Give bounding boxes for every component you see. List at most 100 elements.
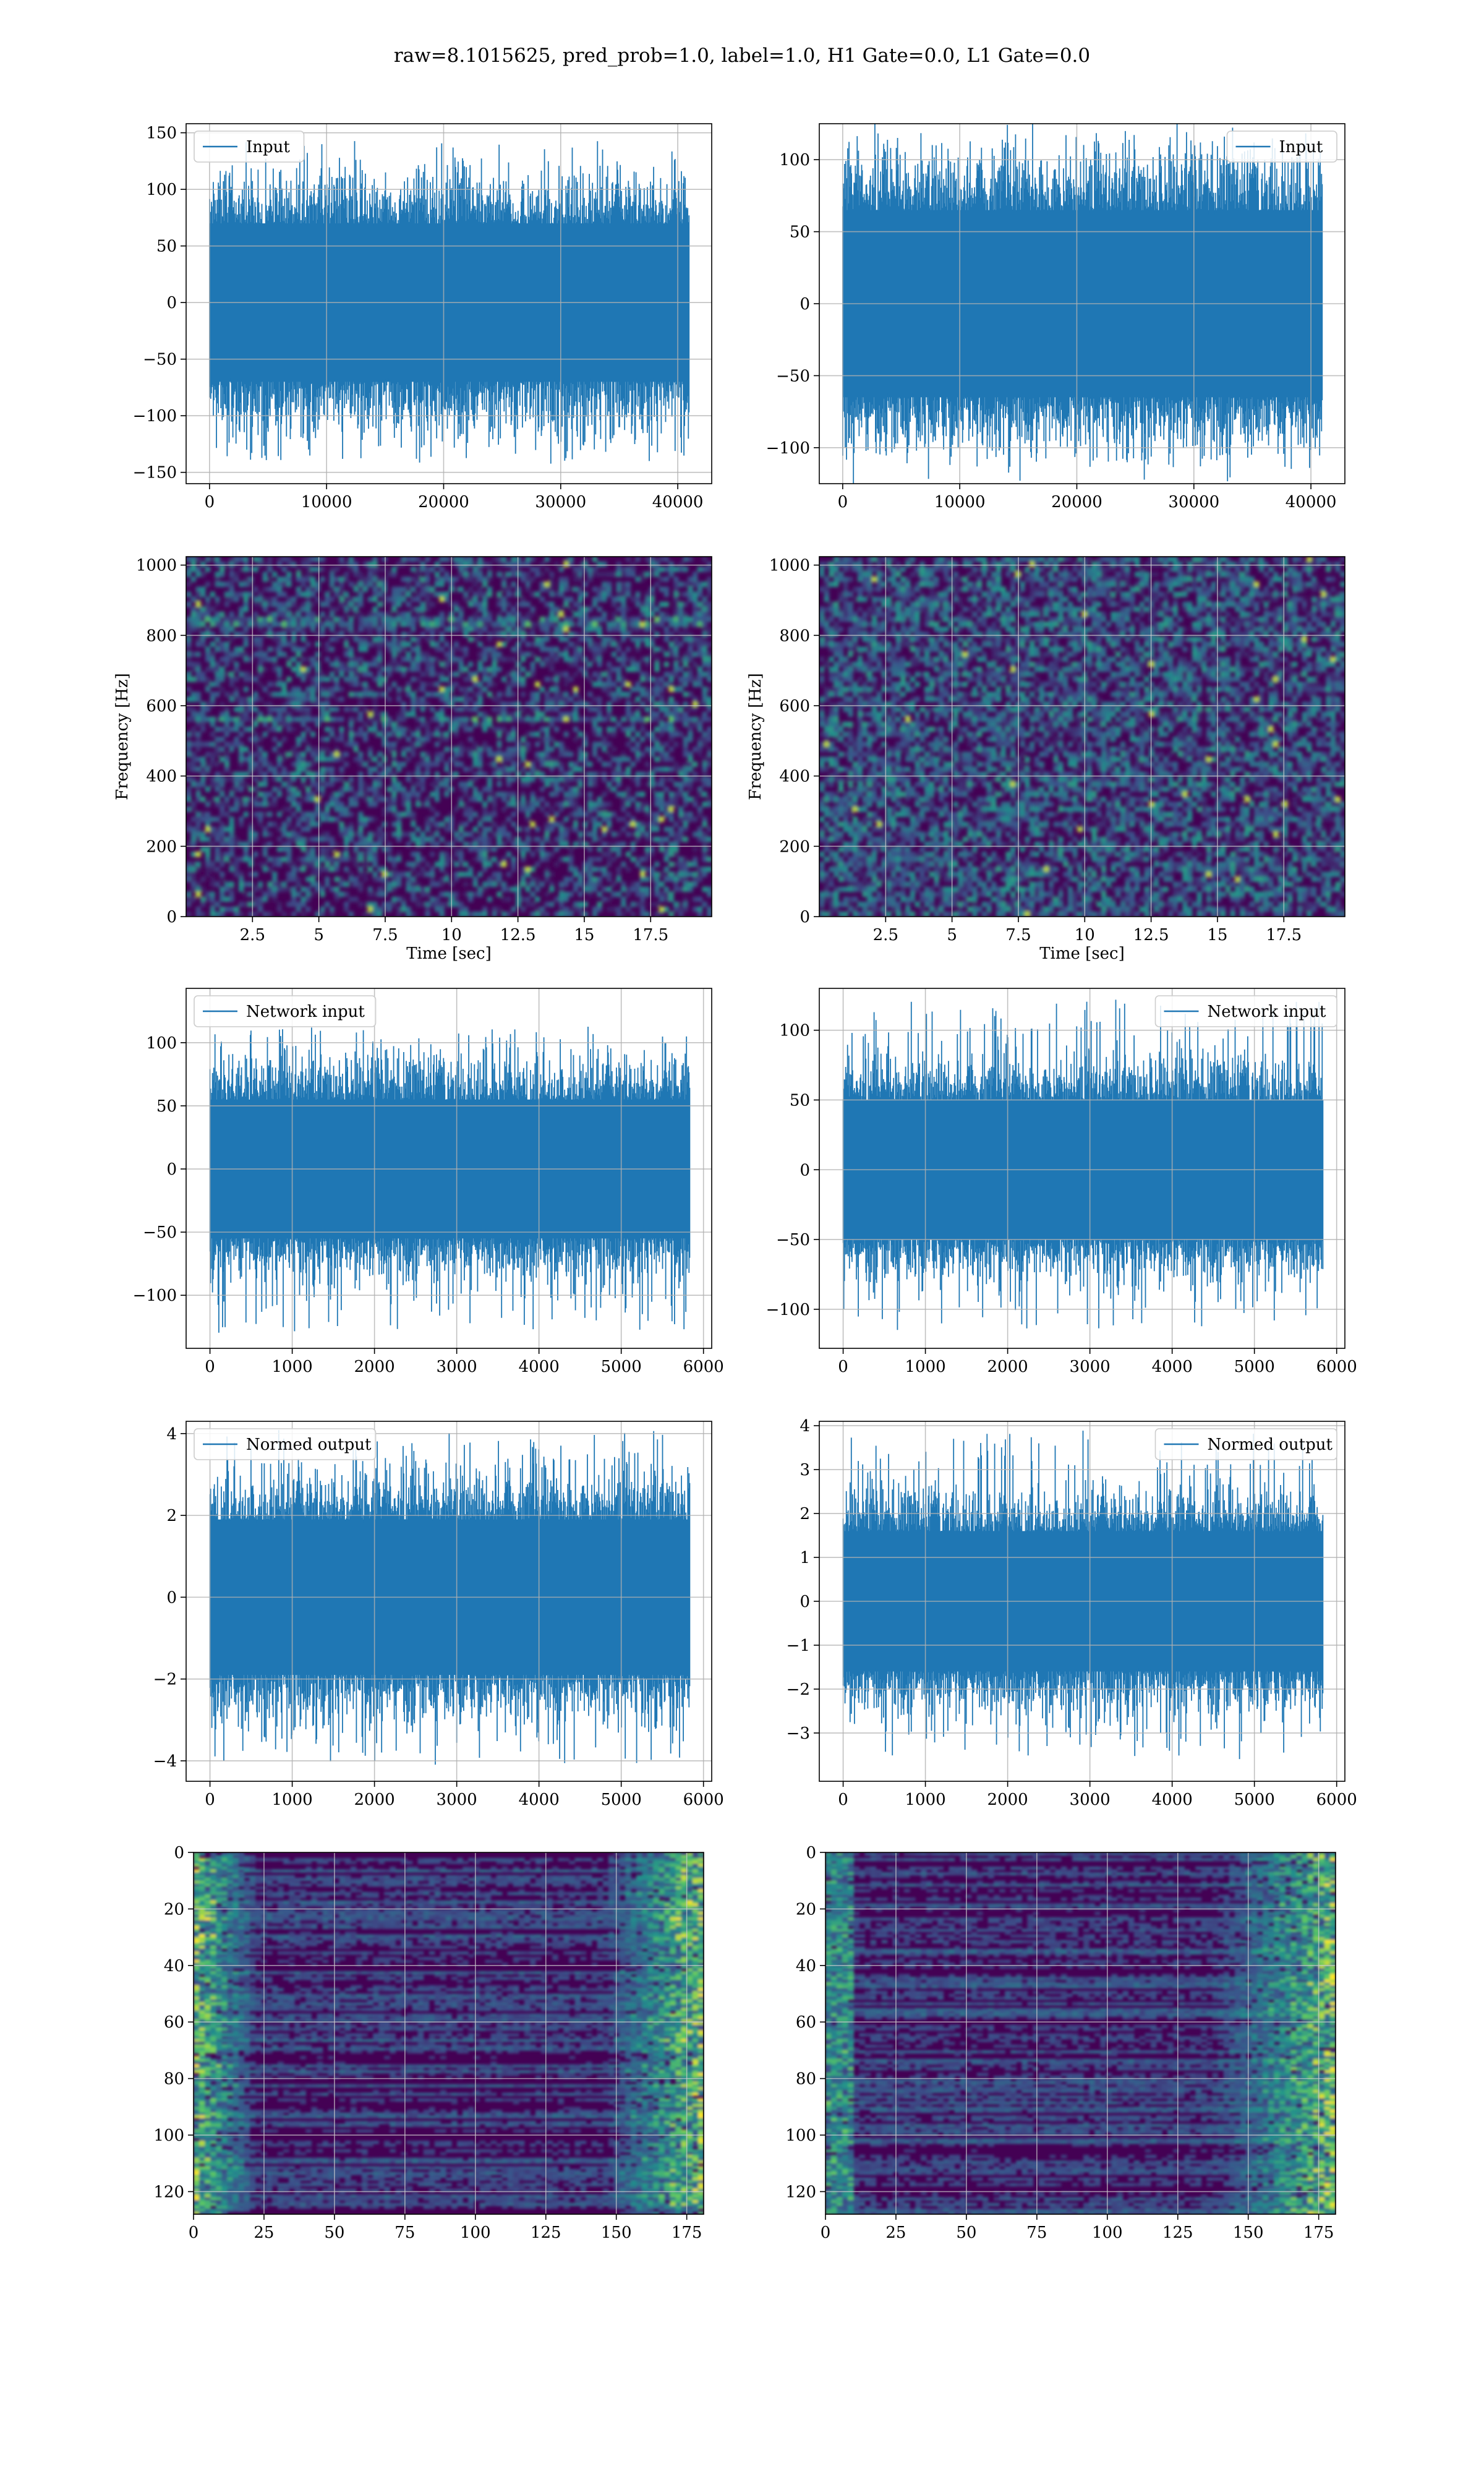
- feat-right-xtick-label: 75: [1026, 2224, 1047, 2242]
- spec-right-xtick-label: 17.5: [1266, 926, 1302, 944]
- feat-left-ytick-label: 20: [164, 1900, 184, 1919]
- feat-right-ytick-label: 80: [796, 2070, 816, 2089]
- spec-right-xtick-label: 2.5: [873, 926, 898, 944]
- input-right-ytick-label: 50: [790, 223, 810, 242]
- normout-right-signal-line: [842, 1431, 1324, 1760]
- normout-left-grid: [186, 1421, 712, 1781]
- feat-right-xtick-label: 0: [821, 2224, 831, 2242]
- input-left-xtick-label: 20000: [418, 493, 469, 511]
- input-right-axes: 0 10000 20000 30000 40000 −100 −50 0 50 100 Input: [766, 123, 1345, 511]
- netin-right-signal-line: [842, 999, 1324, 1330]
- spec-left-ytick-label: 1000: [136, 557, 177, 575]
- netin-right-xtick-label: 2000: [987, 1358, 1028, 1376]
- normout-right-grid: [819, 1421, 1345, 1781]
- netin-left-xtick-label: 1000: [272, 1358, 313, 1376]
- spec-left-frame: [186, 556, 712, 917]
- spec-left-xtick-label: 2.5: [240, 926, 265, 944]
- normout-left-xtick-label: 6000: [683, 1791, 724, 1809]
- normout-right-ytick-label: 4: [800, 1417, 810, 1436]
- feat-right-plot-area: [825, 1852, 1336, 2214]
- normout-left-ytick-label: 0: [166, 1588, 177, 1607]
- input-left-xtick-label: 30000: [535, 493, 586, 511]
- normout-left-ytick-label: −2: [153, 1671, 177, 1689]
- netin-left-legend-label: Network input: [246, 1003, 365, 1021]
- normout-right-ytick-label: 1: [800, 1549, 810, 1567]
- input-right-xtick-label: 0: [838, 493, 848, 511]
- netin-right-ytick-label: 100: [779, 1022, 810, 1040]
- netin-left-frame: [186, 988, 712, 1349]
- netin-left-ytick-label: −50: [143, 1223, 177, 1242]
- netin-left-grid: [186, 988, 712, 1348]
- feat-left-xtick-label: 100: [460, 2224, 491, 2242]
- feat-right-ytick-label: 40: [796, 1957, 816, 1975]
- feat-left-ytick-label: 80: [164, 2070, 184, 2089]
- normout-left-xtick-label: 0: [205, 1791, 215, 1809]
- feat-left-heatmap-cells: [194, 1852, 704, 2214]
- feat-left-plot-area: [194, 1852, 704, 2214]
- spec-right-heatmap-cells: [819, 557, 1345, 917]
- netin-right-ytick-label: −50: [776, 1231, 810, 1249]
- netin-left-axes: 0 1000 2000 3000 4000 5000 6000 −100 −50 0 50 100 Ne…: [133, 988, 724, 1376]
- feat-right-frame: [825, 1852, 1336, 2215]
- feat-left-ytick-label: 0: [174, 1844, 184, 1862]
- input-left-ytick-label: −50: [143, 351, 177, 369]
- netin-left-xtick-label: 6000: [683, 1358, 724, 1376]
- netin-left-ytick-label: 0: [166, 1160, 177, 1179]
- spec-right-ytick-label: 0: [800, 908, 810, 927]
- feat-right-xtick-label: 125: [1162, 2224, 1193, 2242]
- feat-right-ytick-label: 60: [796, 2013, 816, 2032]
- normout-right-ytick-label: −1: [787, 1637, 810, 1655]
- normout-right-xtick-label: 3000: [1070, 1791, 1111, 1809]
- spec-right-xtick-label: 7.5: [1005, 926, 1031, 944]
- spec-right-frame: [819, 556, 1345, 917]
- feat-right-xtick-label: 50: [956, 2224, 976, 2242]
- spec-left-xlabel: Time [sec]: [406, 944, 492, 963]
- spec-left-axes: 2.5 5 7.5 10 12.5 15 17.5 0 200 400 600 800 1000 Time…: [113, 556, 712, 963]
- input-left-ytick-label: 100: [146, 181, 177, 199]
- normout-right-plot-area: [842, 1431, 1324, 1760]
- feat-left-ytick-label: 60: [164, 2013, 184, 2032]
- spec-left-xtick-label: 7.5: [372, 926, 398, 944]
- spec-right-xtick-label: 10: [1075, 926, 1095, 944]
- netin-right-legend: Network input: [1154, 995, 1337, 1027]
- netin-right-axes: 0 1000 2000 3000 4000 5000 6000 −100 −50 0 50 100 Ne…: [766, 988, 1357, 1376]
- input-left-grid: [186, 124, 712, 484]
- input-left-ytick-label: −100: [133, 407, 177, 426]
- spec-left-ytick-label: 0: [166, 908, 177, 927]
- normout-left-xtick-label: 4000: [519, 1791, 560, 1809]
- netin-right-grid: [819, 988, 1345, 1348]
- feat-left-xtick-label: 75: [394, 2224, 415, 2242]
- normout-right-xtick-label: 0: [838, 1791, 848, 1809]
- normout-left-ytick-label: 2: [166, 1507, 177, 1525]
- normout-left-xtick-label: 3000: [437, 1791, 477, 1809]
- input-right-grid: [819, 124, 1345, 484]
- normout-left-legend: Normed output: [194, 1428, 377, 1460]
- normout-right-xtick-label: 4000: [1152, 1791, 1193, 1809]
- spec-right-xlabel: Time [sec]: [1039, 944, 1125, 963]
- input-right-xtick-label: 30000: [1168, 493, 1219, 511]
- feat-right-xtick-label: 175: [1303, 2224, 1334, 2242]
- feat-left-xtick-label: 25: [254, 2224, 274, 2242]
- netin-right-ytick-label: −100: [766, 1301, 810, 1319]
- normout-right-legend: Normed output: [1154, 1428, 1337, 1460]
- feat-left-xtick-label: 125: [531, 2224, 561, 2242]
- feat-left-ytick-label: 120: [153, 2183, 184, 2201]
- spec-left-xtick-label: 15: [574, 926, 594, 944]
- normout-right-xtick-label: 5000: [1234, 1791, 1275, 1809]
- spec-left-plot-area: [186, 557, 712, 917]
- normout-right-legend-label: Normed output: [1208, 1436, 1333, 1454]
- netin-right-xtick-label: 5000: [1234, 1358, 1275, 1376]
- feat-right-ytick-label: 100: [785, 2126, 816, 2145]
- spec-right-ytick-label: 600: [779, 697, 810, 716]
- normout-right-ytick-label: −3: [787, 1724, 810, 1743]
- feat-left-frame: [193, 1852, 704, 2215]
- netin-left-xtick-label: 0: [205, 1358, 215, 1376]
- spec-left-ylabel: Frequency [Hz]: [113, 673, 132, 800]
- spec-left-heatmap-cells: [186, 557, 712, 917]
- feat-left-xtick-label: 0: [189, 2224, 199, 2242]
- input-left-axes: 0 10000 20000 30000 40000 −150 −100 −50 0 50 100 15…: [133, 123, 712, 511]
- normout-left-frame: [186, 1421, 712, 1782]
- feat-right-heatmap-cells: [825, 1852, 1336, 2214]
- spec-right-axes: 2.5 5 7.5 10 12.5 15 17.5 0 200 400 600 800 1000 Time…: [746, 556, 1345, 963]
- feat-left-axes: 0 25 50 75 100 125 150 175 0 20 40 60 80 100 120: [153, 1844, 704, 2242]
